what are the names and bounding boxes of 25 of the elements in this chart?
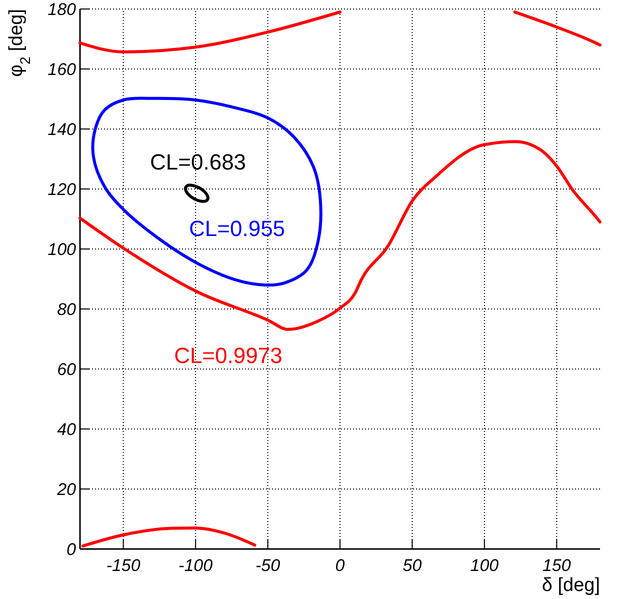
x-tick-label: 100	[470, 556, 500, 575]
x-tick-label: 0	[335, 556, 346, 575]
x-tick-label: 50	[402, 556, 422, 575]
y-tick-label: 100	[48, 240, 77, 259]
x-tick-label: 150	[542, 556, 572, 575]
x-tick-label: -50	[255, 556, 281, 575]
annotation: CL=0.683	[150, 150, 246, 175]
y-tick-label: 40	[57, 420, 77, 439]
y-tick-label: 20	[56, 480, 77, 499]
y-tick-label: 120	[48, 180, 77, 199]
y-tick-label: 60	[57, 360, 77, 379]
y-tick-label: 0	[66, 540, 77, 559]
line-series	[81, 526, 256, 548]
line-series	[78, 140, 602, 331]
y-tick-label: 180	[48, 0, 77, 19]
x-axis-title: δ [deg]	[542, 575, 600, 596]
y-tick-label: 140	[48, 120, 77, 139]
y-tick-label: 80	[57, 300, 77, 319]
y-tick-label: 160	[48, 60, 77, 79]
x-tick-label: -100	[178, 556, 214, 575]
line-series	[78, 10, 342, 54]
annotation: CL=0.955	[189, 216, 286, 241]
line-series	[513, 10, 602, 46]
series-label: CL=0.9973	[174, 342, 282, 368]
x-tick-label: -150	[106, 556, 141, 575]
